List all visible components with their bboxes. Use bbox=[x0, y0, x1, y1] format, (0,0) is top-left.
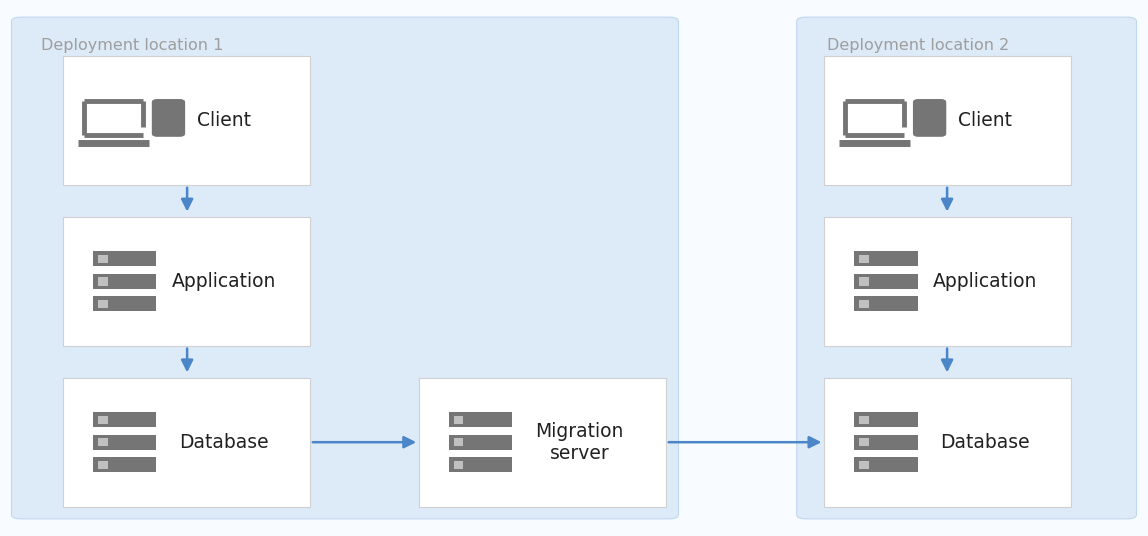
Text: Database: Database bbox=[940, 433, 1030, 452]
Bar bbox=[854, 296, 917, 311]
FancyBboxPatch shape bbox=[824, 217, 1071, 346]
Bar bbox=[854, 435, 917, 450]
Bar bbox=[93, 412, 156, 427]
Bar bbox=[859, 255, 869, 263]
Bar bbox=[859, 460, 869, 469]
FancyBboxPatch shape bbox=[63, 217, 310, 346]
Bar bbox=[98, 300, 108, 308]
FancyBboxPatch shape bbox=[824, 56, 1071, 185]
Bar bbox=[93, 274, 156, 289]
Text: Client: Client bbox=[196, 111, 250, 130]
Bar bbox=[98, 438, 108, 446]
FancyBboxPatch shape bbox=[797, 17, 1137, 519]
Bar bbox=[98, 255, 108, 263]
FancyBboxPatch shape bbox=[824, 378, 1071, 507]
FancyBboxPatch shape bbox=[63, 56, 310, 185]
Bar bbox=[98, 277, 108, 286]
Bar bbox=[859, 277, 869, 286]
Text: Client: Client bbox=[957, 111, 1011, 130]
FancyBboxPatch shape bbox=[154, 101, 184, 135]
Bar bbox=[449, 435, 512, 450]
Bar bbox=[449, 457, 512, 472]
Bar bbox=[854, 274, 917, 289]
Bar bbox=[98, 415, 108, 424]
Bar bbox=[93, 251, 156, 266]
Bar bbox=[859, 300, 869, 308]
Text: Application: Application bbox=[171, 272, 276, 291]
Bar bbox=[98, 460, 108, 469]
FancyBboxPatch shape bbox=[63, 378, 310, 507]
Bar bbox=[854, 457, 917, 472]
Text: Application: Application bbox=[932, 272, 1037, 291]
Bar bbox=[854, 251, 917, 266]
Text: Database: Database bbox=[179, 433, 269, 452]
Bar bbox=[93, 435, 156, 450]
Bar bbox=[453, 415, 464, 424]
FancyBboxPatch shape bbox=[419, 378, 666, 507]
Bar bbox=[93, 296, 156, 311]
Text: Deployment location 1: Deployment location 1 bbox=[41, 38, 224, 53]
Bar bbox=[453, 438, 464, 446]
FancyBboxPatch shape bbox=[11, 17, 678, 519]
Bar bbox=[453, 460, 464, 469]
Bar bbox=[859, 415, 869, 424]
Bar bbox=[449, 412, 512, 427]
Bar bbox=[854, 412, 917, 427]
Bar bbox=[859, 438, 869, 446]
FancyBboxPatch shape bbox=[915, 101, 945, 135]
Bar bbox=[93, 457, 156, 472]
Text: Migration
server: Migration server bbox=[535, 422, 623, 463]
Text: Deployment location 2: Deployment location 2 bbox=[827, 38, 1009, 53]
